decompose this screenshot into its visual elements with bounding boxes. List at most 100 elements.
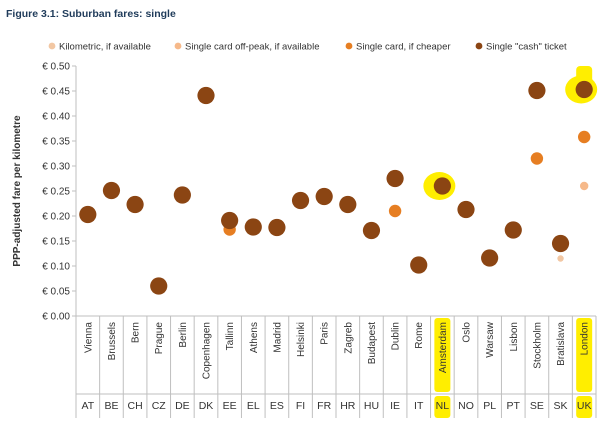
x-country-code: PL — [483, 400, 496, 412]
x-category-label: Brussels — [107, 322, 118, 360]
x-country-code: HR — [340, 400, 356, 412]
figure-title: Figure 3.1: Suburban fares: single — [6, 8, 176, 20]
x-country-code: IT — [414, 400, 424, 412]
point-cheaper-uk — [577, 130, 591, 144]
y-tick-label: € 0.25 — [42, 187, 70, 198]
point-cash-pt — [504, 221, 522, 239]
point-cash-dk — [197, 86, 215, 105]
point-cash-nl — [433, 177, 451, 195]
point-cash-fr — [315, 187, 333, 206]
y-tick-label: € 0.50 — [42, 62, 70, 73]
x-category-label: Berlin — [178, 322, 189, 348]
x-category-label: Bern — [131, 322, 142, 343]
point-kilometric-sk — [557, 255, 564, 262]
y-tick-label: € 0.45 — [42, 87, 70, 98]
point-cash-el — [244, 218, 262, 236]
x-category-label: Warsaw — [485, 321, 496, 358]
x-category-label: Stockholm — [532, 322, 543, 369]
y-tick-label: € 0.00 — [42, 312, 70, 323]
legend-label-cheaper: Single card, if cheaper — [356, 42, 451, 53]
y-axis: € 0.00 € 0.05 € 0.10 € 0.15 € 0.20 € 0.25 € 0.… — [42, 62, 77, 418]
point-cash-hu — [362, 221, 381, 240]
x-country-code: UK — [577, 400, 592, 412]
x-category-label: Oslo — [462, 322, 473, 343]
point-cash-cz — [150, 277, 168, 295]
point-cash-hr — [339, 195, 357, 214]
x-country-code: DE — [175, 400, 190, 412]
legend-label-kilometric: Kilometric, if available — [59, 42, 151, 53]
y-tick-label: € 0.40 — [42, 112, 70, 123]
point-offpeak-uk — [579, 181, 589, 191]
point-cash-ch — [126, 195, 144, 214]
data-points — [79, 80, 593, 295]
legend-item-kilometric: Kilometric, if available — [48, 42, 151, 53]
point-cash-uk — [575, 80, 593, 99]
highlight-layer — [423, 66, 598, 418]
x-country-code: AT — [81, 400, 94, 412]
y-tick-label: € 0.30 — [42, 162, 70, 173]
legend-item-cheaper: Single card, if cheaper — [345, 42, 451, 53]
x-country-code: CH — [128, 400, 143, 412]
point-cash-no — [457, 200, 475, 219]
highlight-uk-category — [576, 318, 593, 392]
x-category-label: Copenhagen — [202, 322, 213, 379]
y-tick-label: € 0.10 — [42, 262, 70, 273]
legend-item-cash: Single "cash" ticket — [475, 42, 567, 53]
legend-marker-cash — [475, 42, 483, 50]
highlight-uk-code — [576, 396, 593, 418]
point-cash-be — [102, 181, 121, 200]
x-country-code: NO — [458, 400, 474, 412]
highlight-nl-code — [434, 396, 451, 418]
legend-item-offpeak: Single card off-peak, if available — [174, 42, 320, 53]
point-cheaper-se — [530, 152, 544, 165]
x-category-label: Vienna — [83, 322, 94, 353]
point-cash-sk — [551, 234, 570, 253]
point-cash-it — [410, 256, 428, 274]
x-category-label: Bratislava — [556, 322, 567, 366]
x-country-code: BE — [104, 400, 118, 412]
x-category-label: Tallinn — [225, 322, 236, 350]
point-cash-at — [79, 205, 97, 224]
x-country-code: NL — [436, 400, 450, 412]
x-country-code: HU — [364, 400, 379, 412]
x-country-code: SE — [530, 400, 544, 412]
x-country-code: CZ — [152, 400, 167, 412]
y-tick-label: € 0.35 — [42, 137, 70, 148]
x-category-label: Lisbon — [509, 322, 520, 351]
legend-label-offpeak: Single card off-peak, if available — [185, 42, 320, 53]
x-category-label: Dublin — [391, 322, 402, 350]
x-country-code: FI — [296, 400, 305, 412]
legend-marker-kilometric — [48, 42, 56, 50]
y-tick-label: € 0.05 — [42, 287, 70, 298]
point-cash-es — [268, 218, 286, 237]
x-country-code: SK — [554, 400, 568, 412]
legend: Kilometric, if available Single card off-… — [48, 42, 567, 53]
x-country-code: DK — [199, 400, 214, 412]
point-cheaper-ie — [388, 204, 402, 218]
x-category-label: Amsterdam — [438, 322, 449, 373]
y-tick-label: € 0.20 — [42, 212, 70, 223]
x-category-label: Rome — [414, 322, 425, 349]
x-country-code: FR — [317, 400, 331, 412]
x-category-label: Zagreb — [343, 322, 354, 354]
legend-label-cash: Single "cash" ticket — [486, 42, 567, 53]
x-country-code: IE — [390, 400, 400, 412]
point-cash-ee — [221, 211, 239, 230]
highlight-nl-category — [434, 318, 451, 392]
point-cash-se — [528, 81, 546, 100]
x-category-label: Athens — [249, 322, 260, 353]
x-country-code: EE — [223, 400, 237, 412]
x-country-code: ES — [270, 400, 284, 412]
point-cash-de — [173, 186, 191, 204]
x-category-label: Helsinki — [296, 322, 307, 357]
x-country-code: PT — [507, 400, 521, 412]
legend-marker-cheaper — [345, 42, 353, 50]
x-category-label: Paris — [320, 322, 331, 345]
point-cash-fi — [291, 191, 310, 210]
point-cash-ie — [386, 169, 404, 188]
x-category-label: London — [580, 322, 591, 355]
point-cash-pl — [481, 249, 499, 267]
x-category-label: Budapest — [367, 322, 378, 364]
x-country-code: EL — [247, 400, 260, 412]
